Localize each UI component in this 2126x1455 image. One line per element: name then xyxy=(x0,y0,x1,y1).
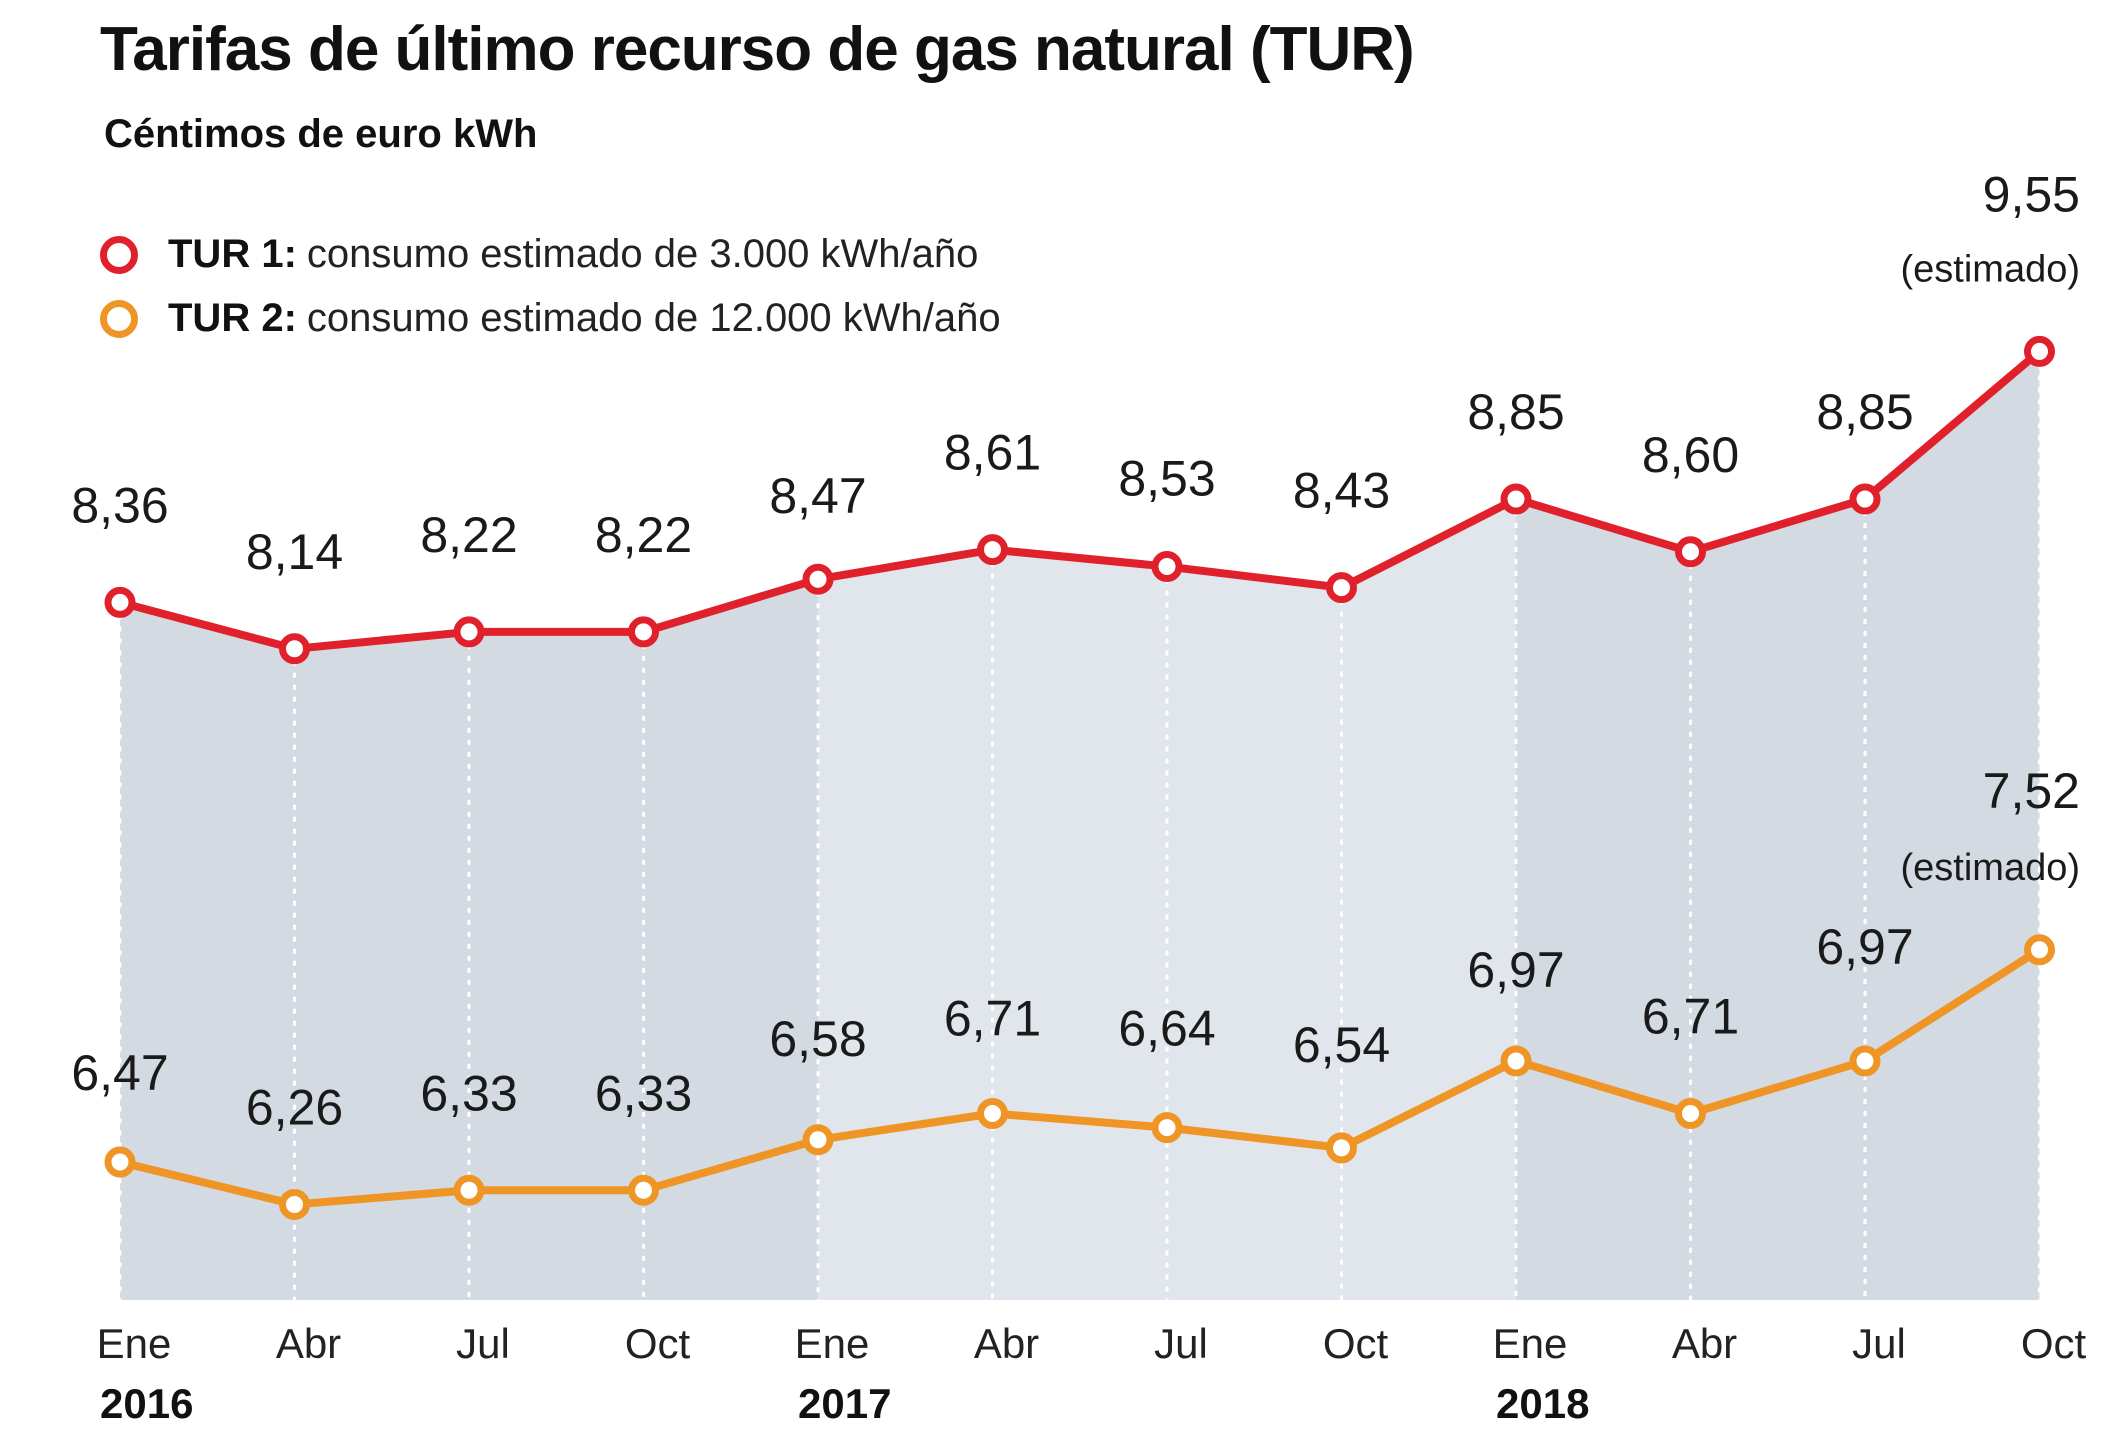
legend-item-tur2: TUR 2: consumo estimado de 12.000 kWh/añ… xyxy=(100,296,1001,341)
data-point xyxy=(1151,551,1183,583)
data-point xyxy=(104,586,136,618)
data-label: 8,22 xyxy=(420,507,517,563)
data-point xyxy=(1500,1045,1532,1077)
legend-label-tur2: TUR 2: xyxy=(168,296,297,340)
data-label: 6,33 xyxy=(420,1065,517,1121)
annotation-label: (estimado) xyxy=(1901,248,2081,290)
data-point xyxy=(1849,483,1881,515)
data-label: 6,58 xyxy=(769,1011,866,1067)
annotation-label: (estimado) xyxy=(1901,847,2081,889)
data-label: 6,54 xyxy=(1293,1017,1390,1073)
data-point xyxy=(1326,572,1357,604)
data-label: 8,61 xyxy=(944,425,1041,481)
legend-item-tur1: TUR 1: consumo estimado de 3.000 kWh/año xyxy=(100,232,978,277)
data-label: 6,47 xyxy=(71,1045,168,1101)
data-point xyxy=(1675,1097,1706,1129)
x-tick-label: Ene xyxy=(795,1320,870,1367)
data-point xyxy=(628,616,659,648)
data-label: 8,14 xyxy=(246,524,343,580)
data-label: 8,43 xyxy=(1293,463,1390,519)
data-point xyxy=(1326,1132,1357,1164)
data-point xyxy=(104,1146,136,1178)
legend-label-tur1: TUR 1: xyxy=(168,232,297,276)
x-tick-label: Jul xyxy=(456,1320,510,1367)
data-point xyxy=(1500,483,1532,515)
x-tick-label: Jul xyxy=(1852,1320,1906,1367)
data-label: 6,97 xyxy=(1816,919,1913,975)
x-tick-label: Abr xyxy=(1672,1320,1737,1367)
legend-marker-tur2-icon xyxy=(100,299,138,338)
data-label: 8,22 xyxy=(595,507,692,563)
year-label: 2016 xyxy=(100,1380,193,1427)
data-point xyxy=(977,1097,1008,1129)
x-tick-label: Abr xyxy=(974,1320,1039,1367)
year-label: 2018 xyxy=(1496,1380,1589,1427)
data-point xyxy=(1849,1045,1881,1077)
x-tick-label: Jul xyxy=(1154,1320,1208,1367)
legend-marker-tur1-icon xyxy=(100,235,138,274)
data-label: 8,53 xyxy=(1118,451,1215,507)
data-point xyxy=(802,563,834,595)
data-label: 6,33 xyxy=(595,1065,692,1121)
x-tick-label: Oct xyxy=(2021,1320,2087,1367)
legend-desc-tur1: consumo estimado de 3.000 kWh/año xyxy=(306,232,979,276)
data-label: 8,60 xyxy=(1642,427,1739,483)
data-point xyxy=(1675,536,1706,568)
data-point xyxy=(453,616,485,648)
data-point xyxy=(977,534,1008,566)
series-line-tur1 xyxy=(116,347,2044,653)
data-point xyxy=(279,633,310,665)
data-point xyxy=(453,1174,485,1206)
x-tick-label: Oct xyxy=(625,1320,691,1367)
series-line-tur2 xyxy=(116,945,2044,1209)
x-tick-label: Abr xyxy=(276,1320,341,1367)
chart-subtitle: Céntimos de euro kWh xyxy=(104,112,538,156)
data-label: 7,52 xyxy=(1983,763,2080,819)
area-band-3 xyxy=(1516,351,2040,1301)
x-tick-label: Oct xyxy=(1323,1320,1389,1367)
data-label: 8,47 xyxy=(769,468,866,524)
data-point xyxy=(802,1124,834,1156)
year-label: 2017 xyxy=(798,1380,891,1427)
x-tick-label: Ene xyxy=(1493,1320,1568,1367)
data-label: 6,71 xyxy=(944,990,1041,1046)
data-label: 6,71 xyxy=(1642,988,1739,1044)
data-label: 6,97 xyxy=(1467,942,1564,998)
data-label: 8,85 xyxy=(1816,384,1913,440)
data-point xyxy=(1151,1112,1183,1144)
data-point xyxy=(628,1174,659,1206)
chart-title: Tarifas de último recurso de gas natural… xyxy=(100,15,1415,84)
data-label: 6,64 xyxy=(1118,1001,1215,1057)
data-point xyxy=(2024,934,2055,966)
data-label: 8,85 xyxy=(1467,384,1564,440)
data-label: 6,26 xyxy=(246,1079,343,1135)
legend-desc-tur2: consumo estimado de 12.000 kWh/año xyxy=(306,296,1001,340)
data-label: 9,55 xyxy=(1983,166,2080,222)
data-point xyxy=(2024,335,2055,367)
x-tick-label: Ene xyxy=(97,1320,172,1367)
data-point xyxy=(279,1188,310,1220)
data-label: 8,36 xyxy=(71,477,168,533)
